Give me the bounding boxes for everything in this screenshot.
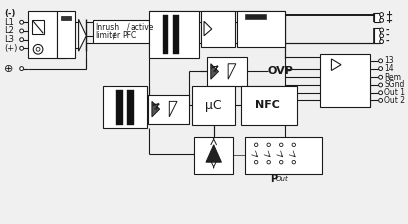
Text: -: - bbox=[386, 26, 389, 34]
Text: Out 2: Out 2 bbox=[384, 96, 406, 105]
Text: μC: μC bbox=[205, 99, 222, 112]
Bar bbox=[61, 15, 71, 20]
Circle shape bbox=[20, 67, 24, 71]
Circle shape bbox=[33, 44, 43, 54]
Bar bbox=[320, 54, 370, 107]
Text: Out 1: Out 1 bbox=[384, 88, 406, 97]
Text: OVP: OVP bbox=[268, 65, 294, 75]
Circle shape bbox=[292, 160, 295, 164]
Bar bbox=[148, 95, 188, 124]
Bar bbox=[29, 11, 58, 58]
Bar bbox=[103, 86, 147, 128]
Text: ⊕: ⊕ bbox=[4, 64, 13, 73]
Text: P: P bbox=[270, 174, 277, 184]
Text: SGnd: SGnd bbox=[384, 80, 405, 89]
Polygon shape bbox=[228, 64, 236, 79]
Text: Rem: Rem bbox=[384, 73, 401, 82]
Text: active: active bbox=[131, 23, 154, 32]
Text: 14: 14 bbox=[384, 64, 394, 73]
Circle shape bbox=[380, 40, 384, 43]
Circle shape bbox=[20, 46, 24, 50]
Bar bbox=[241, 86, 297, 125]
Circle shape bbox=[379, 67, 383, 71]
Circle shape bbox=[255, 143, 258, 146]
Circle shape bbox=[379, 59, 383, 63]
Text: PFC: PFC bbox=[122, 31, 136, 40]
Circle shape bbox=[380, 18, 384, 22]
Circle shape bbox=[279, 160, 283, 164]
Text: /: / bbox=[113, 31, 116, 40]
Circle shape bbox=[379, 75, 383, 79]
Circle shape bbox=[279, 143, 283, 146]
Text: +: + bbox=[386, 16, 392, 25]
Text: L2: L2 bbox=[4, 26, 14, 35]
Bar bbox=[193, 86, 235, 125]
Polygon shape bbox=[211, 64, 219, 79]
Circle shape bbox=[379, 99, 383, 102]
Bar bbox=[93, 20, 149, 43]
Text: 13: 13 bbox=[384, 56, 394, 65]
Circle shape bbox=[380, 34, 384, 38]
Text: (+): (+) bbox=[4, 44, 18, 53]
Text: -: - bbox=[386, 31, 389, 40]
Bar bbox=[207, 57, 248, 86]
Text: /: / bbox=[127, 23, 129, 32]
Text: +: + bbox=[386, 10, 392, 19]
Text: Out: Out bbox=[275, 176, 288, 182]
Bar bbox=[149, 11, 199, 58]
Circle shape bbox=[255, 160, 258, 164]
Polygon shape bbox=[204, 21, 212, 36]
Polygon shape bbox=[331, 59, 341, 71]
Circle shape bbox=[20, 20, 24, 24]
Bar bbox=[32, 20, 44, 34]
Bar bbox=[58, 11, 75, 58]
Circle shape bbox=[292, 143, 295, 146]
Text: (-): (-) bbox=[4, 9, 16, 18]
Polygon shape bbox=[206, 145, 222, 162]
Circle shape bbox=[379, 91, 383, 95]
Polygon shape bbox=[152, 101, 160, 117]
Text: NFC: NFC bbox=[255, 100, 280, 110]
Bar bbox=[201, 11, 235, 47]
Bar bbox=[194, 137, 233, 174]
Text: -: - bbox=[386, 37, 389, 46]
Bar bbox=[244, 137, 322, 174]
Bar bbox=[127, 90, 133, 125]
Text: L3: L3 bbox=[4, 35, 14, 44]
Bar bbox=[244, 14, 266, 19]
Bar bbox=[374, 13, 380, 22]
Circle shape bbox=[20, 29, 24, 33]
Bar bbox=[173, 15, 179, 54]
Text: L1: L1 bbox=[4, 18, 14, 27]
Bar bbox=[237, 11, 285, 47]
Circle shape bbox=[20, 38, 24, 42]
Circle shape bbox=[267, 160, 271, 164]
Text: Inrush: Inrush bbox=[95, 23, 119, 32]
Circle shape bbox=[267, 143, 271, 146]
Bar bbox=[116, 90, 123, 125]
Circle shape bbox=[380, 28, 384, 32]
Circle shape bbox=[36, 47, 40, 51]
Circle shape bbox=[380, 13, 384, 17]
Polygon shape bbox=[79, 19, 86, 51]
Circle shape bbox=[379, 83, 383, 87]
Bar bbox=[374, 28, 380, 43]
Bar bbox=[162, 15, 169, 54]
Text: limiter: limiter bbox=[95, 31, 120, 40]
Polygon shape bbox=[169, 101, 177, 117]
